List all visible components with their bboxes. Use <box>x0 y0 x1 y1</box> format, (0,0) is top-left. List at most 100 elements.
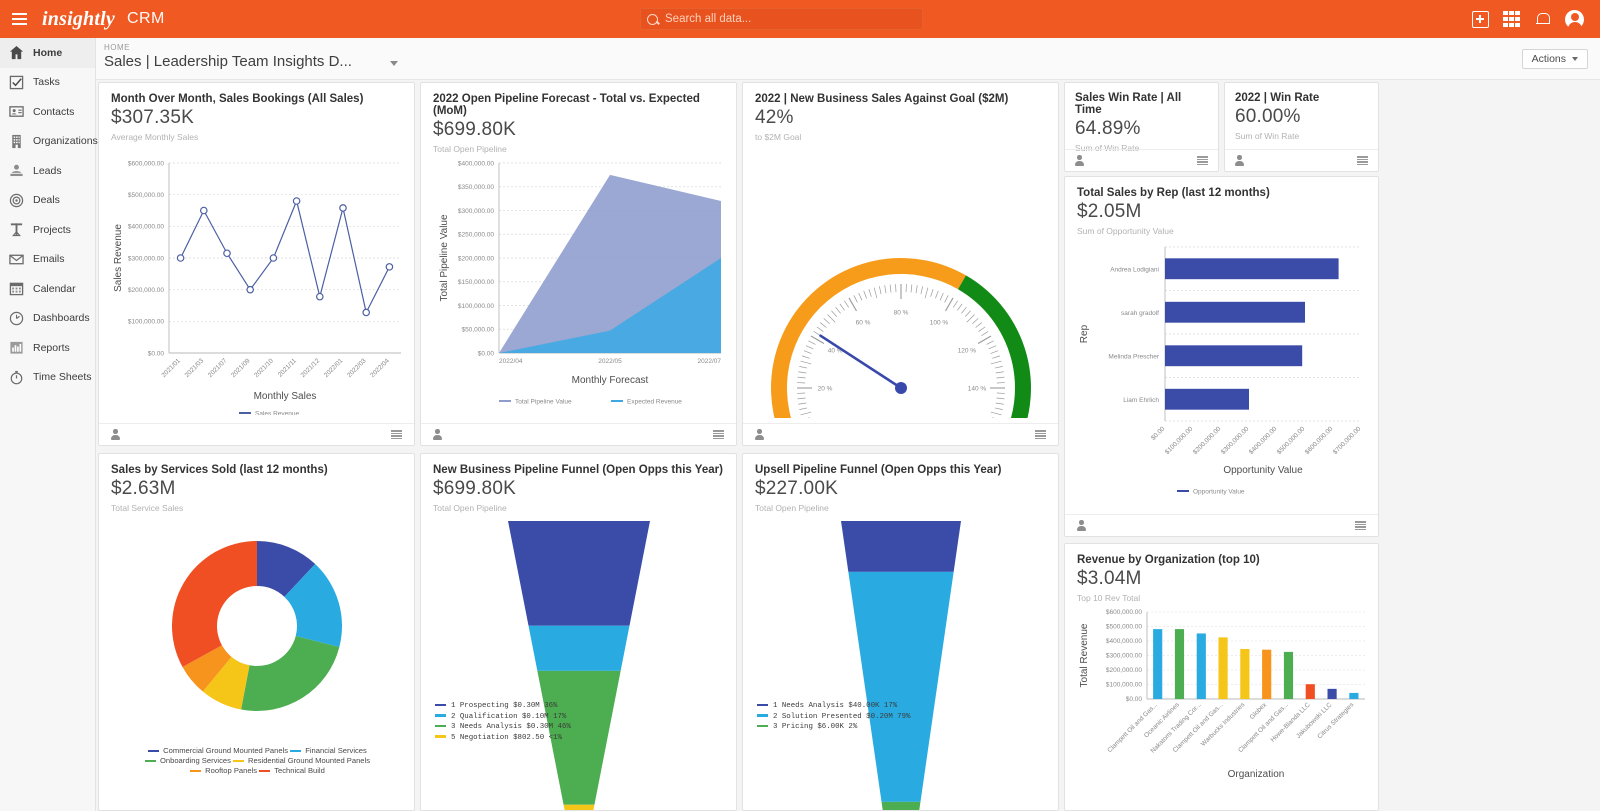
hamburger-menu-icon[interactable] <box>0 13 38 25</box>
card-footer <box>1225 149 1378 171</box>
svg-text:$300,000.00: $300,000.00 <box>128 255 165 262</box>
home-icon <box>9 45 24 60</box>
svg-text:$200,000.00: $200,000.00 <box>128 287 165 294</box>
search-input[interactable] <box>665 13 916 25</box>
user-avatar-icon[interactable] <box>1565 9 1584 31</box>
sidebar-item-leads[interactable]: Leads <box>0 156 95 186</box>
breadcrumb-parent[interactable]: HOME <box>104 43 130 52</box>
card-kpi: 64.89% <box>1075 118 1141 139</box>
sidebar-item-tasks[interactable]: Tasks <box>0 68 95 98</box>
new-business-funnel-legend: 1 Prospecting $0.30M 36% 2 Qualification … <box>435 701 571 743</box>
apps-grid-icon[interactable] <box>1503 10 1520 28</box>
sidebar-item-emails[interactable]: Emails <box>0 245 95 275</box>
svg-text:Monthly Forecast: Monthly Forecast <box>572 375 649 386</box>
new-business-funnel-chart <box>508 521 650 810</box>
actions-button[interactable]: Actions <box>1521 49 1588 69</box>
legend-swatch <box>435 724 446 728</box>
card-win-rate-2022: 2022 | Win Rate 60.00% Sum of Win Rate <box>1224 82 1379 172</box>
legend-row: 3 Needs Analysis $0.30M 46% <box>435 722 571 733</box>
card-title: Sales Win Rate | All Time <box>1075 92 1182 116</box>
card-menu-icon[interactable] <box>713 430 724 439</box>
top-bar-icons <box>1472 0 1592 38</box>
legend-row: Onboarding Services Residential Ground M… <box>99 756 414 766</box>
svg-text:$300,000.00: $300,000.00 <box>1220 425 1251 456</box>
legend-label: Technical Build <box>274 766 325 775</box>
svg-text:Rep: Rep <box>1079 324 1090 343</box>
card-subtitle: Sum of Win Rate <box>1235 131 1300 141</box>
legend-row: 2 Qualification $0.10M 17% <box>435 712 571 723</box>
sidebar-item-contacts[interactable]: Contacts <box>0 97 95 127</box>
legend-label: Financial Services <box>305 746 367 755</box>
notifications-bell-icon[interactable] <box>1534 11 1551 28</box>
svg-text:$150,000.00: $150,000.00 <box>458 279 495 286</box>
svg-text:$0.00: $0.00 <box>1126 696 1143 703</box>
svg-text:$0.00: $0.00 <box>478 350 495 357</box>
card-menu-icon[interactable] <box>391 430 402 439</box>
svg-text:$500,000.00: $500,000.00 <box>1276 425 1307 456</box>
svg-text:Opportunity Value: Opportunity Value <box>1193 489 1245 496</box>
sidebar-item-dashboards[interactable]: Dashboards <box>0 304 95 334</box>
sidebar-item-projects[interactable]: Projects <box>0 215 95 245</box>
card-title: 2022 | New Business Sales Against Goal (… <box>755 93 1009 105</box>
svg-text:$0.00: $0.00 <box>148 350 165 357</box>
insightly-logo: insightly <box>42 7 115 30</box>
card-subtitle: Total Open Pipeline <box>433 144 507 154</box>
svg-text:Howe-Blanda LLC: Howe-Blanda LLC <box>1269 701 1311 743</box>
card-sales-against-goal: 2022 | New Business Sales Against Goal (… <box>742 82 1059 446</box>
legend-label: 2 Solution Presented $0.20M 79% <box>773 712 911 721</box>
svg-text:Andrea Lodigiani: Andrea Lodigiani <box>1110 266 1159 273</box>
legend-swatch <box>757 703 768 707</box>
svg-text:2022/04: 2022/04 <box>499 358 523 365</box>
svg-text:$600,000.00: $600,000.00 <box>128 160 165 167</box>
svg-text:$500,000.00: $500,000.00 <box>1106 624 1143 631</box>
legend-swatch <box>435 703 446 707</box>
services-sold-donut-chart <box>172 541 342 711</box>
sidebar-item-reports[interactable]: Reports <box>0 333 95 363</box>
card-menu-icon[interactable] <box>1035 430 1046 439</box>
svg-text:2022/04: 2022/04 <box>369 357 391 379</box>
sidebar-label: Deals <box>33 194 60 207</box>
owner-icon <box>1075 155 1084 166</box>
chevron-down-icon[interactable] <box>390 61 398 66</box>
card-menu-icon[interactable] <box>1355 521 1366 530</box>
add-icon[interactable] <box>1472 10 1489 28</box>
svg-text:$100,000.00: $100,000.00 <box>458 303 495 310</box>
sidebar-item-home[interactable]: Home <box>0 38 95 68</box>
legend-swatch <box>144 759 156 763</box>
target-icon <box>9 193 24 208</box>
sidebar-navigation: Home Tasks Contacts Organizations Leads … <box>0 38 98 811</box>
svg-text:Expected Revenue: Expected Revenue <box>627 399 682 406</box>
card-revenue-by-organization: Revenue by Organization (top 10) $3.04M … <box>1064 543 1379 811</box>
global-search[interactable] <box>640 8 923 30</box>
card-kpi: $2.05M <box>1077 201 1142 222</box>
svg-text:$300,000.00: $300,000.00 <box>458 208 495 215</box>
card-kpi: $307.35K <box>111 107 194 128</box>
svg-text:40 %: 40 % <box>828 348 843 355</box>
card-subtitle: Total Open Pipeline <box>755 503 829 513</box>
legend-row: 2 Solution Presented $0.20M 79% <box>757 712 911 723</box>
svg-text:$100,000.00: $100,000.00 <box>1106 682 1143 689</box>
sidebar-item-calendar[interactable]: Calendar <box>0 274 95 304</box>
legend-swatch <box>435 714 446 717</box>
upsell-funnel-legend: 1 Needs Analysis $40.00K 17% 2 Solution P… <box>757 701 911 733</box>
legend-swatch <box>190 769 202 773</box>
svg-text:$600,000.00: $600,000.00 <box>1304 425 1335 456</box>
card-subtitle: Total Service Sales <box>111 503 184 513</box>
svg-text:Opportunity Value: Opportunity Value <box>1223 465 1303 476</box>
svg-text:$400,000.00: $400,000.00 <box>128 224 165 231</box>
card-subtitle: Average Monthly Sales <box>111 132 199 142</box>
sidebar-item-organizations[interactable]: Organizations <box>0 127 98 157</box>
card-menu-icon[interactable] <box>1197 156 1208 165</box>
legend-label: 2 Qualification $0.10M 17% <box>451 712 567 721</box>
svg-text:$100,000.00: $100,000.00 <box>1164 425 1195 456</box>
sidebar-item-deals[interactable]: Deals <box>0 186 95 216</box>
svg-text:Monthly Sales: Monthly Sales <box>254 391 317 402</box>
legend-swatch <box>148 749 160 753</box>
card-menu-icon[interactable] <box>1357 156 1368 165</box>
legend-label: 5 Negotiation $802.50 <1% <box>451 733 562 742</box>
month-over-month-line-chart: $0.00 $100,000.00 $200,000.00 $300,000.00 $4… <box>113 160 401 415</box>
sidebar-item-time-sheets[interactable]: Time Sheets <box>0 363 95 393</box>
stopwatch-icon <box>9 370 24 385</box>
card-title: Revenue by Organization (top 10) <box>1077 554 1260 566</box>
svg-text:2021/03: 2021/03 <box>184 357 206 379</box>
